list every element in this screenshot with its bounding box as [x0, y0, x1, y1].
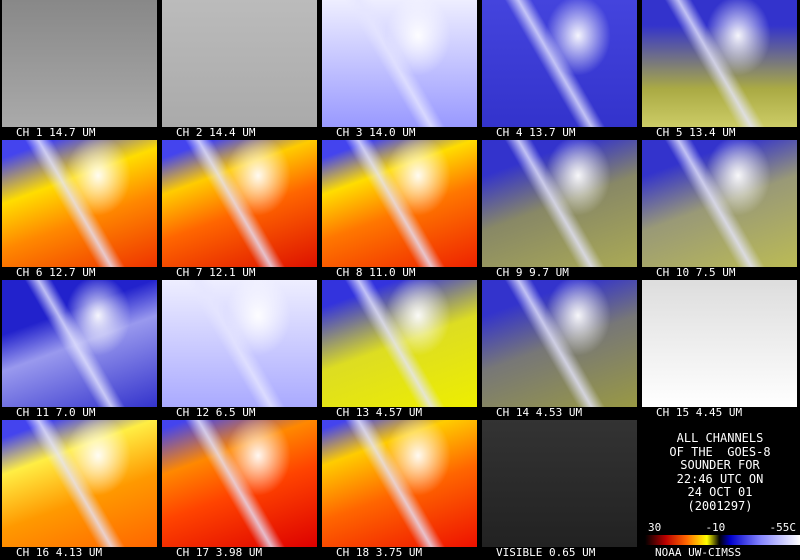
- panel: CH 15 4.45 UM: [640, 280, 800, 420]
- channel-label: CH 13 4.57 UM: [336, 406, 423, 419]
- colorbar-label: 30: [648, 521, 662, 534]
- satellite-image: [482, 280, 637, 407]
- panel: CH 3 14.0 UM: [320, 0, 480, 140]
- panel: CH 17 3.98 UM: [160, 420, 320, 560]
- info-text: ALL CHANNELS OF THE GOES-8 SOUNDER FOR 22:4…: [645, 431, 795, 513]
- panel: CH 8 11.0 UM: [320, 140, 480, 280]
- panel: CH 11 7.0 UM: [0, 280, 160, 420]
- satellite-image: [162, 280, 317, 407]
- channel-label: CH 1 14.7 UM: [16, 126, 96, 139]
- panel: CH 12 6.5 UM: [160, 280, 320, 420]
- satellite-image: [482, 0, 637, 127]
- satellite-image: [162, 420, 317, 547]
- channel-label: CH 4 13.7 UM: [496, 126, 576, 139]
- satellite-image: [2, 420, 157, 547]
- channel-label: CH 2 14.4 UM: [176, 126, 256, 139]
- channel-label: CH 11 7.0 UM: [16, 406, 96, 419]
- colorbar-labels: 30 -10 -55C: [648, 521, 796, 534]
- satellite-image: [322, 420, 477, 547]
- channel-label: CH 3 14.0 UM: [336, 126, 416, 139]
- satellite-image: [2, 280, 157, 407]
- info-line: 22:46 UTC ON: [676, 471, 764, 486]
- colorbar: [645, 535, 800, 545]
- satellite-image: [2, 140, 157, 267]
- panel: CH 7 12.1 UM: [160, 140, 320, 280]
- satellite-image: [162, 140, 317, 267]
- channel-label: CH 10 7.5 UM: [656, 266, 736, 279]
- channel-label: CH 9 9.7 UM: [496, 266, 569, 279]
- panel: CH 1 14.7 UM: [0, 0, 160, 140]
- channel-label: CH 15 4.45 UM: [656, 406, 743, 419]
- channel-label: CH 6 12.7 UM: [16, 266, 96, 279]
- channel-label: CH 17 3.98 UM: [176, 546, 263, 559]
- satellite-image: [322, 140, 477, 267]
- info-line: SOUNDER FOR: [680, 458, 760, 472]
- panel: CH 18 3.75 UM: [320, 420, 480, 560]
- info-line: OF THE GOES-8: [669, 444, 771, 459]
- satellite-image: [322, 0, 477, 127]
- satellite-image: [482, 140, 637, 267]
- colorbar-label: -55C: [769, 521, 797, 534]
- channel-label: CH 14 4.53 UM: [496, 406, 583, 419]
- info-line: 24 OCT 01: [687, 485, 753, 499]
- panel: CH 13 4.57 UM: [320, 280, 480, 420]
- channel-label: CH 7 12.1 UM: [176, 266, 256, 279]
- satellite-image: [2, 0, 157, 127]
- satellite-image: [482, 420, 637, 547]
- satellite-image: [162, 0, 317, 127]
- panel: VISIBLE 0.65 UM: [480, 420, 640, 560]
- panel: CH 10 7.5 UM: [640, 140, 800, 280]
- panel: CH 16 4.13 UM: [0, 420, 160, 560]
- channel-label: CH 5 13.4 UM: [656, 126, 736, 139]
- info-line: ALL CHANNELS: [676, 431, 764, 445]
- panel: CH 9 9.7 UM: [480, 140, 640, 280]
- channel-label: CH 8 11.0 UM: [336, 266, 416, 279]
- colorbar-label: -10: [705, 521, 726, 534]
- panel: CH 6 12.7 UM: [0, 140, 160, 280]
- info-line: (2001297): [687, 498, 753, 513]
- credit: NOAA UW-CIMSS: [655, 546, 742, 559]
- satellite-image: [642, 0, 797, 127]
- panel: CH 4 13.7 UM: [480, 0, 640, 140]
- channel-label: CH 16 4.13 UM: [16, 546, 103, 559]
- channel-label: CH 18 3.75 UM: [336, 546, 423, 559]
- channel-label: CH 12 6.5 UM: [176, 406, 256, 419]
- satellite-image: [642, 140, 797, 267]
- channel-label: VISIBLE 0.65 UM: [496, 546, 596, 559]
- panel: CH 14 4.53 UM: [480, 280, 640, 420]
- panel: CH 5 13.4 UM: [640, 0, 800, 140]
- panel: CH 2 14.4 UM: [160, 0, 320, 140]
- satellite-image: [642, 280, 797, 407]
- satellite-image: [322, 280, 477, 407]
